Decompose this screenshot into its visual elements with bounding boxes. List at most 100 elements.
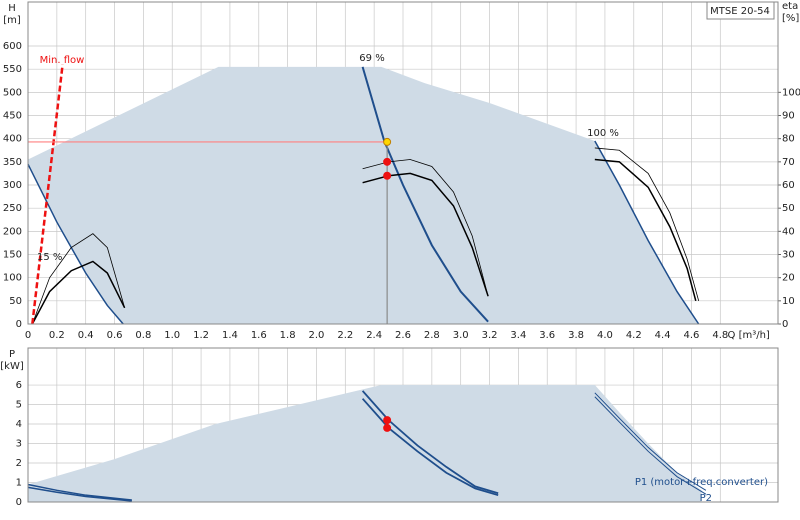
- curve: [361, 390, 499, 495]
- y2-tick-label: 20: [782, 273, 795, 284]
- x-tick-label: 4.4: [655, 330, 671, 341]
- x-tick-label: 3.4: [510, 330, 526, 341]
- curve: [594, 396, 707, 495]
- y2-tick-label: 0: [782, 319, 788, 330]
- y2-axis-unit: [%]: [782, 13, 799, 24]
- curve-label: 100 %: [587, 128, 619, 139]
- y-tick-label: 400: [3, 134, 22, 145]
- y-tick-label: 2: [16, 458, 22, 469]
- operating-point: [383, 171, 392, 180]
- curve: [361, 66, 489, 323]
- curve: [27, 483, 132, 501]
- curve-label: 15 %: [37, 252, 62, 263]
- plot-frame: [27, 347, 779, 503]
- y-tick-label: 0: [16, 497, 22, 508]
- curve-label: P1 (motor+freq.converter): [635, 477, 768, 488]
- model-label: MTSE 20-54: [710, 6, 770, 17]
- y2-tick-label: 10: [782, 296, 795, 307]
- y2-tick-label: 100: [782, 87, 800, 98]
- x-tick-label: 3.6: [539, 330, 555, 341]
- x-tick-label: 1.0: [164, 330, 180, 341]
- y-axis-label: P: [9, 349, 15, 360]
- y-tick-label: 100: [3, 273, 22, 284]
- labels: 0 1 2 3 4 5 6 P[kW] P1 (motor+freq.converter) P2: [0, 347, 779, 508]
- x-tick-label: 1.2: [193, 330, 209, 341]
- x-tick-label: 1.6: [251, 330, 267, 341]
- y2-tick-label: 60: [782, 180, 795, 191]
- x-tick-label: 2.4: [366, 330, 382, 341]
- envelope-area: [28, 66, 699, 324]
- y-tick-label: 200: [3, 226, 22, 237]
- curve: [594, 158, 697, 302]
- operating-point: [383, 137, 392, 146]
- operating-point: [383, 416, 392, 425]
- curve-label: 69 %: [359, 53, 384, 64]
- y2-tick-label: 40: [782, 226, 795, 237]
- curve-label: Min. flow: [40, 55, 85, 66]
- y-tick-label: 6: [16, 380, 22, 391]
- curve: [31, 260, 126, 325]
- y-tick-label: 450: [3, 111, 22, 122]
- x-tick-label: 0.8: [135, 330, 151, 341]
- x-tick-label: 4.8: [712, 330, 728, 341]
- series-layer: [27, 64, 700, 325]
- x-tick-label: 0.2: [49, 330, 65, 341]
- y-tick-label: 550: [3, 64, 22, 75]
- y-axis-unit: [kW]: [0, 361, 24, 372]
- curve: [594, 392, 707, 491]
- y2-tick-label: 90: [782, 111, 795, 122]
- x-tick-label: 4.6: [684, 330, 700, 341]
- curve: [594, 140, 700, 325]
- chart: 0 1 2 3 4 5 6 P[kW] P1 (motor+freq.converter) P2: [0, 347, 779, 508]
- x-tick-label: 3.0: [453, 330, 469, 341]
- x-tick-label: 1.4: [222, 330, 238, 341]
- x-tick-label: 1.8: [280, 330, 296, 341]
- envelope-area: [28, 385, 702, 502]
- plot-frame: [27, 1, 779, 325]
- y-tick-label: 50: [9, 296, 22, 307]
- y-axis-label: H: [8, 3, 16, 14]
- curve-label: P2: [700, 493, 712, 504]
- y-axis-unit: [m]: [3, 15, 21, 26]
- x-axis-label: Q [m³/h]: [728, 330, 770, 341]
- curve: [594, 147, 700, 301]
- x-tick-label: 2.2: [337, 330, 353, 341]
- x-tick-label: 2.0: [309, 330, 325, 341]
- y2-tick-label: 70: [782, 157, 795, 168]
- x-tick-label: 3.8: [568, 330, 584, 341]
- y2-tick-label: 80: [782, 134, 795, 145]
- y-tick-label: 350: [3, 157, 22, 168]
- x-tick-label: 0.4: [78, 330, 94, 341]
- operating-point: [383, 423, 392, 432]
- x-tick-label: 3.2: [482, 330, 498, 341]
- x-tick-label: 2.6: [395, 330, 411, 341]
- curve: [361, 398, 499, 497]
- x-tick-label: 2.8: [424, 330, 440, 341]
- y-tick-label: 3: [16, 439, 22, 450]
- y-tick-label: 4: [16, 419, 22, 430]
- curve: [31, 233, 126, 325]
- operating-point: [383, 157, 392, 166]
- y-tick-label: 150: [3, 250, 22, 261]
- y2-tick-label: 50: [782, 203, 795, 214]
- y-tick-label: 300: [3, 180, 22, 191]
- x-tick-label: 0.6: [107, 330, 123, 341]
- x-tick-label: 0: [25, 330, 31, 341]
- x-tick-label: 4.2: [626, 330, 642, 341]
- y2-tick-label: 30: [782, 250, 795, 261]
- y-tick-label: 600: [3, 41, 22, 52]
- y-tick-label: 1: [16, 478, 22, 489]
- labels: 0 0.2 0.4 0.6 0.8 1.0 1.2 1.4 1.6 1.8 2.0 2.2 2.4 2.6…: [3, 1, 800, 341]
- y-tick-label: 0: [16, 319, 22, 330]
- y-tick-label: 250: [3, 203, 22, 214]
- model-box: [706, 1, 775, 20]
- y-tick-label: 5: [16, 400, 22, 411]
- x-tick-label: 4.0: [597, 330, 613, 341]
- y-tick-label: 500: [3, 87, 22, 98]
- curve: [31, 64, 64, 325]
- chart: 0 0.2 0.4 0.6 0.8 1.0 1.2 1.4 1.6 1.8 2.0 2.2 2.4 2.6…: [3, 1, 800, 341]
- series-layer: [27, 385, 707, 502]
- y2-axis-label: eta: [782, 1, 798, 12]
- curve: [27, 486, 132, 502]
